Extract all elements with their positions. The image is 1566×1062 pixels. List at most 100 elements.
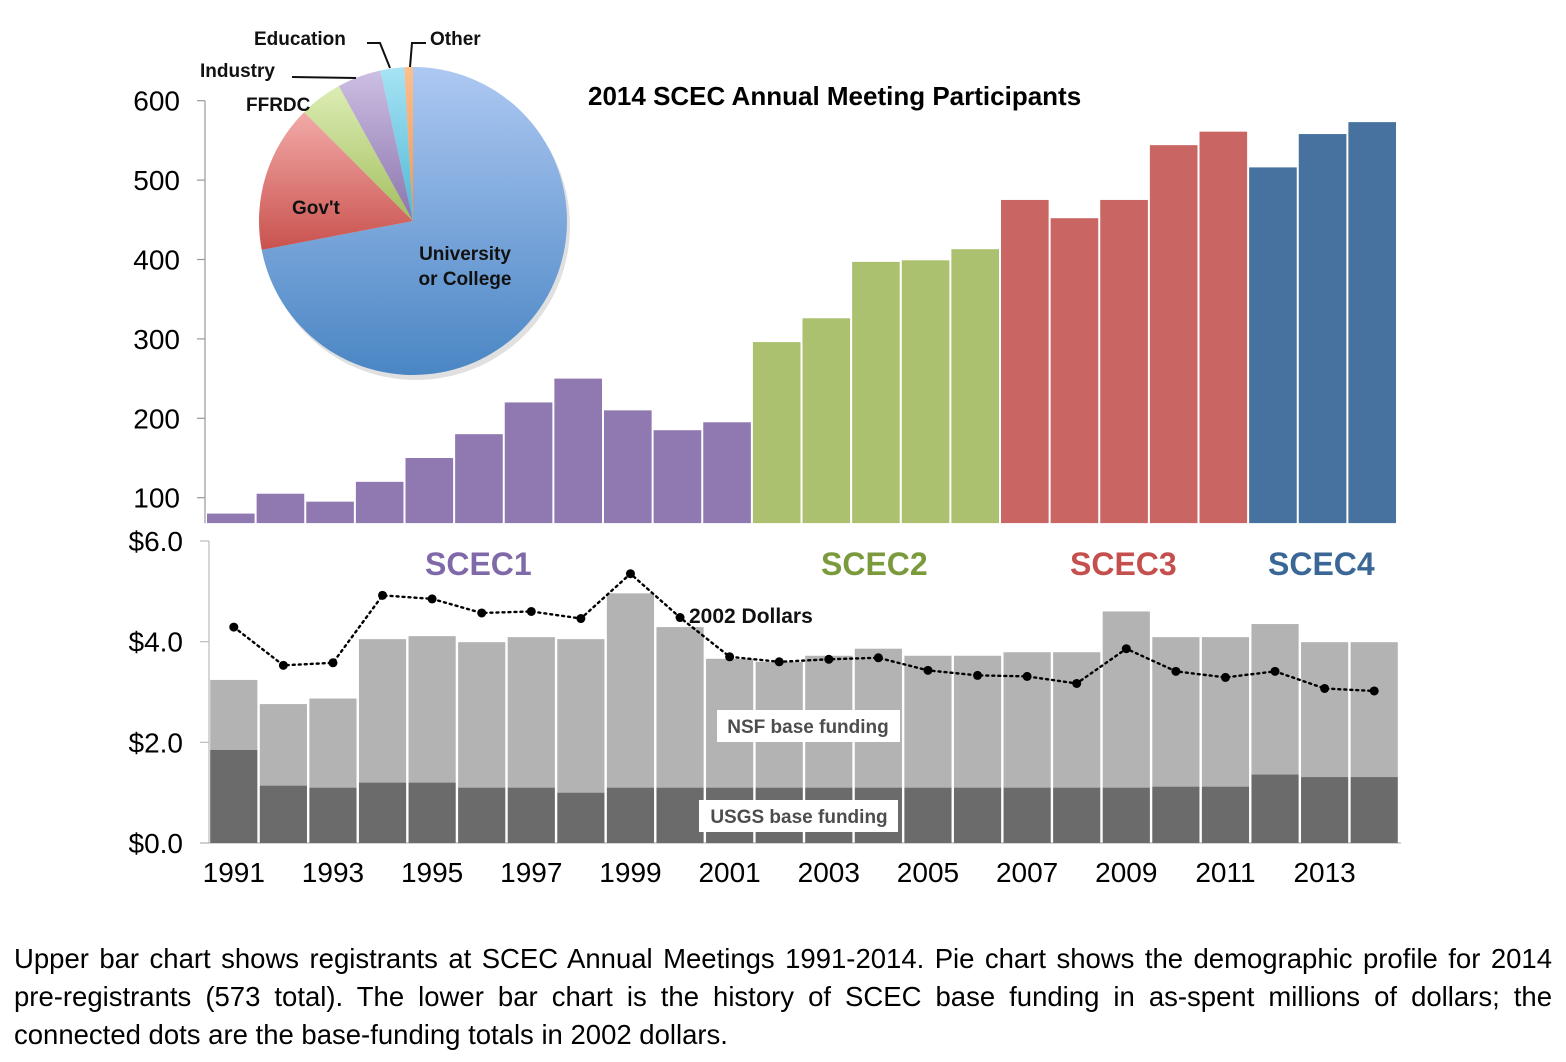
funding-bars [210,593,1398,843]
usgs-bar-2007 [1003,787,1051,843]
participants-bar-2006 [951,249,999,524]
lower-x-tick-label: 2013 [1293,857,1355,888]
dollars-2002-label: 2002 Dollars [689,605,813,628]
participants-bar-2007 [1001,199,1049,524]
dollars-2002-point-2002 [774,657,784,667]
dollars-2002-point-1996 [477,608,487,618]
lower-x-tick-label: 2007 [996,857,1058,888]
dollars-2002-point-2014 [1369,686,1379,696]
participants-bar-2000 [653,430,702,524]
participants-bar-1993 [306,501,354,524]
dollars-2002-point-1999 [625,569,635,579]
era-label-scec3: SCEC3 [1070,546,1177,582]
usgs-label-box [699,800,898,832]
dollars-2002-point-2001 [725,652,735,662]
nsf-bar-1999 [606,593,655,788]
lower-x-tick-label: 1993 [302,857,364,888]
nsf-bar-2008 [1053,652,1101,788]
dollars-2002-point-2004 [873,653,883,663]
usgs-bar-2005 [904,787,952,843]
pie-slice-university-or-college [261,67,567,375]
nsf-bar-1994 [358,639,407,783]
dollars-2002-point-2009 [1121,644,1131,654]
participants-bar-1991 [207,513,255,524]
lower-x-tick-label: 1995 [401,857,463,888]
usgs-bar-1996 [458,787,506,843]
era-label-scec1: SCEC1 [425,546,532,582]
dollars-2002-point-1998 [576,614,586,624]
participants-bar-1994 [355,481,404,524]
pie-slice-education [380,67,413,222]
nsf-bar-1993 [309,698,357,788]
lower-x-tick-label: 2003 [798,857,860,888]
pie-slice-other [404,67,413,221]
pie-label-university-line2: or College [419,269,512,290]
participants-bar-1999 [604,410,652,524]
nsf-bar-2000 [656,627,704,788]
leader-line-industry [291,76,357,79]
figure-caption: Upper bar chart shows registrants at SCE… [14,943,1552,1050]
nsf-bar-1996 [458,642,506,788]
lower-x-tick-label: 1991 [203,857,265,888]
usgs-bar-1997 [507,787,555,843]
leader-line-education [367,42,391,69]
participants-bar-2002 [752,342,801,524]
dollars-2002-point-2003 [824,654,834,664]
nsf-bar-1997 [507,637,555,788]
pie-slice-gov-t [259,112,413,250]
usgs-bar-1992 [259,785,307,843]
nsf-bar-1998 [557,639,605,793]
dollars-2002-line [229,569,1379,696]
scec-figure: 100 200 300 400 500 600 Education Other Indus… [129,29,1401,888]
usgs-bar-1993 [309,787,357,843]
dollars-2002-point-2008 [1072,678,1082,688]
nsf-label: NSF base funding [727,717,889,738]
upper-y-tick-label: 600 [133,86,180,117]
pie-slice-ffrdc [304,86,413,222]
pie-label-govt: Gov't [292,198,340,219]
lower-x-tick-label: 2005 [897,857,959,888]
dollars-2002-point-1992 [278,660,288,670]
dollars-2002-point-2010 [1171,666,1181,676]
era-label-scec2: SCEC2 [821,546,928,582]
upper-y-tick-label: 300 [133,324,180,355]
leader-line-other [409,42,426,68]
dollars-2002-point-2012 [1270,666,1280,676]
participants-bar-1997 [504,402,553,524]
usgs-bar-1995 [408,782,456,843]
lower-x-tick-label: 1997 [500,857,562,888]
upper-y-tick-label: 400 [133,245,180,276]
pie-label-industry: Industry [200,61,275,82]
usgs-bar-2011 [1201,786,1250,843]
pie-label-education: Education [254,29,346,50]
nsf-bar-2009 [1102,611,1150,788]
upper-y-tick-label: 100 [133,483,180,514]
upper-y-axis: 100 200 300 400 500 600 [133,86,206,524]
era-label-scec4: SCEC4 [1268,546,1375,582]
nsf-bar-1991 [210,679,258,750]
participants-bar-2012 [1249,167,1297,524]
pie-label-university-line1: University [419,244,511,265]
dollars-2002-polyline [232,572,1376,693]
upper-y-tick-label: 500 [133,165,180,196]
upper-y-tick-label: 200 [133,403,180,434]
lower-x-tick-label: 2011 [1195,857,1255,888]
lower-y-tick-label: $0.0 [129,828,184,859]
nsf-bar-2005 [904,655,952,788]
participants-bar-2005 [901,260,950,524]
participants-bar-2008 [1050,218,1099,524]
participants-bar-2009 [1100,199,1148,524]
usgs-bar-2000 [656,787,704,843]
usgs-bar-2006 [953,787,1002,843]
dollars-2002-point-1991 [229,622,239,632]
dollars-2002-point-2007 [1022,671,1032,681]
dollars-2002-point-1997 [526,606,536,616]
participants-bar-1995 [405,458,454,524]
pie-slice-industry [338,70,413,222]
lower-y-tick-label: $4.0 [129,627,184,658]
participants-bar-1998 [554,378,602,524]
dollars-2002-point-1995 [427,594,437,604]
nsf-bar-2012 [1251,624,1299,775]
nsf-bar-1995 [408,636,456,783]
nsf-bar-2010 [1152,637,1200,787]
